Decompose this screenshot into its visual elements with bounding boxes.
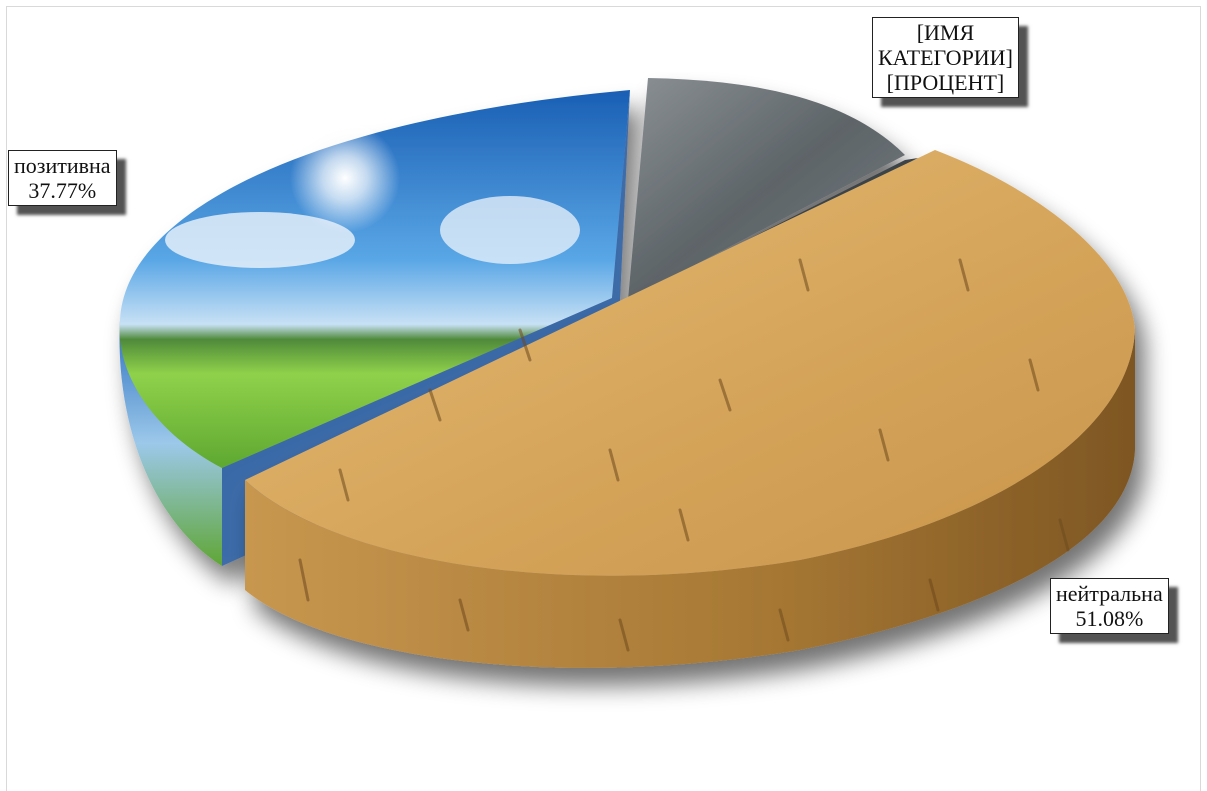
- data-label-category: [ИМЯ: [916, 20, 975, 45]
- slice-neutral: [245, 150, 1135, 668]
- data-label-category: нейтральна: [1056, 581, 1163, 606]
- data-label-category: КАТЕГОРИИ]: [878, 45, 1013, 70]
- data-label-percent: 37.77%: [28, 178, 97, 203]
- data-label-percent: [ПРОЦЕНТ]: [886, 70, 1005, 95]
- slice-positive-top: [119, 90, 630, 468]
- slice-neutral-side: [245, 330, 1135, 668]
- cloud: [165, 212, 355, 268]
- slice-positive-side: [119, 320, 222, 566]
- slice-neutral-top: [245, 150, 1135, 576]
- slice-other-top: [628, 78, 905, 300]
- data-label-neutral: нейтральна 51.08%: [1050, 578, 1169, 634]
- data-label-other: [ИМЯ КАТЕГОРИИ] [ПРОЦЕНТ]: [872, 17, 1019, 98]
- wood-grain: [298, 258, 1070, 652]
- data-label-percent: 51.08%: [1075, 606, 1144, 631]
- sun-glow: [290, 123, 400, 233]
- chart-area: [6, 6, 1201, 791]
- cloud: [440, 196, 580, 264]
- data-label-category: позитивна: [14, 153, 111, 178]
- data-label-positive: позитивна 37.77%: [8, 150, 117, 206]
